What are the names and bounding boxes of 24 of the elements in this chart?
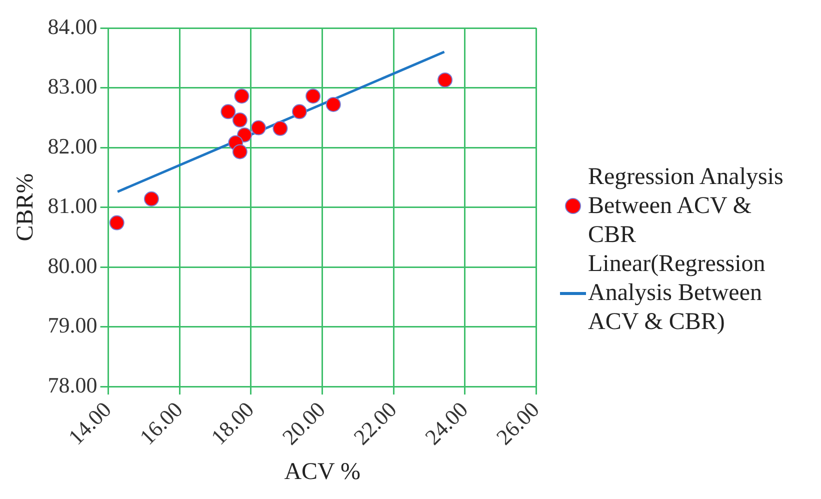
- y-tick-label: 80.00: [48, 252, 98, 278]
- legend-label: Linear(Regression Analysis Between ACV & CBR): [588, 250, 766, 336]
- point: [272, 120, 288, 136]
- point: [438, 72, 453, 88]
- x-axis-title: ACV %: [284, 458, 360, 485]
- y-tick-label: 78.00: [48, 372, 98, 398]
- y-tick-label: 84.00: [48, 14, 98, 39]
- y-tick-label: 81.00: [48, 193, 98, 218]
- point: [237, 127, 252, 142]
- point: [232, 112, 248, 128]
- point: [234, 88, 250, 104]
- point: [326, 96, 341, 112]
- point: [292, 104, 307, 120]
- y-tick-label: 83.00: [48, 74, 98, 99]
- y-tick-label: 79.00: [48, 312, 98, 338]
- point: [109, 215, 124, 230]
- legend-label: Regression Analysis Between ACV & CBR: [588, 162, 784, 250]
- point: [220, 104, 236, 120]
- y-tick-label: 82.00: [48, 133, 98, 158]
- point: [250, 120, 266, 136]
- y-axis-title: CBR%: [12, 173, 39, 242]
- point: [232, 144, 248, 160]
- point: [306, 88, 321, 104]
- point: [144, 191, 159, 206]
